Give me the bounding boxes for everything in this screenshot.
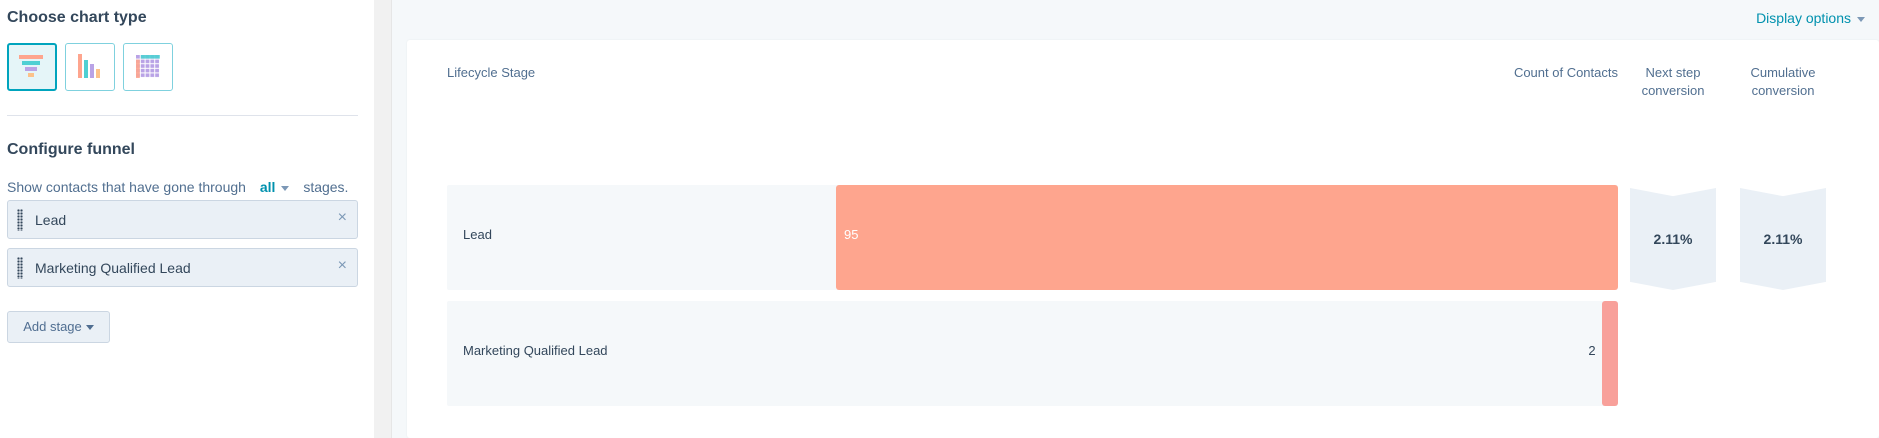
stage-label: Marketing Qualified Lead: [35, 260, 191, 276]
chevron-down-icon: [281, 185, 290, 191]
sidebar-scrollbar[interactable]: [374, 0, 392, 438]
funnel-row: Lead 95: [447, 185, 1618, 290]
display-options-dropdown[interactable]: Display options: [1756, 10, 1865, 26]
funnel-row: Marketing Qualified Lead 2: [447, 301, 1618, 406]
chart-type-title: Choose chart type: [7, 9, 147, 26]
drag-handle-icon[interactable]: [17, 257, 23, 279]
display-options-label: Display options: [1756, 10, 1851, 26]
stage-name: Lead: [463, 227, 492, 242]
stage-name: Marketing Qualified Lead: [463, 343, 608, 358]
stage-chip[interactable]: Marketing Qualified Lead ×: [7, 248, 358, 287]
filter-mode-value: all: [259, 179, 276, 195]
add-stage-label: Add stage: [23, 319, 82, 334]
stage-filter-row: Show contacts that have gone through all…: [7, 179, 348, 195]
bar-value-label: 95: [844, 227, 859, 242]
table-grid-icon: [136, 55, 160, 78]
close-icon[interactable]: ×: [337, 257, 347, 274]
bar-chart-type-button[interactable]: [65, 43, 115, 91]
filter-mode-dropdown[interactable]: all: [260, 179, 290, 195]
close-icon[interactable]: ×: [337, 209, 347, 226]
header-lifecycle-stage: Lifecycle Stage: [447, 65, 536, 80]
chevron-down-icon: [85, 325, 94, 331]
divider: [7, 115, 358, 116]
header-next-step-conversion: Next step conversion: [1641, 65, 1705, 98]
filter-suffix: stages.: [303, 179, 349, 195]
funnel-chart-icon: [19, 55, 43, 77]
funnel-chart-type-button[interactable]: [7, 43, 57, 91]
configure-funnel-title: Configure funnel: [7, 141, 135, 158]
next-step-conversion-badge: 2.11%: [1630, 188, 1716, 290]
cumulative-conversion-badge: 2.11%: [1740, 188, 1826, 290]
header-count-of-contacts: Count of Contacts: [1513, 65, 1618, 80]
drag-handle-icon[interactable]: [17, 209, 23, 231]
bar-chart-icon: [78, 54, 100, 78]
bar-value-label: 2: [1588, 343, 1596, 358]
header-cumulative-conversion: Cumulative conversion: [1750, 65, 1816, 98]
funnel-bar[interactable]: [836, 185, 1618, 290]
chevron-down-icon: [1857, 16, 1865, 22]
stage-chip[interactable]: Lead ×: [7, 200, 358, 239]
config-sidebar: Choose chart type Configure funnel Show …: [0, 0, 374, 438]
add-stage-button[interactable]: Add stage: [7, 311, 110, 343]
table-chart-type-button[interactable]: [123, 43, 173, 91]
stage-label: Lead: [35, 212, 67, 228]
funnel-bar[interactable]: [1601, 301, 1618, 406]
filter-prefix: Show contacts that have gone through: [7, 179, 246, 195]
